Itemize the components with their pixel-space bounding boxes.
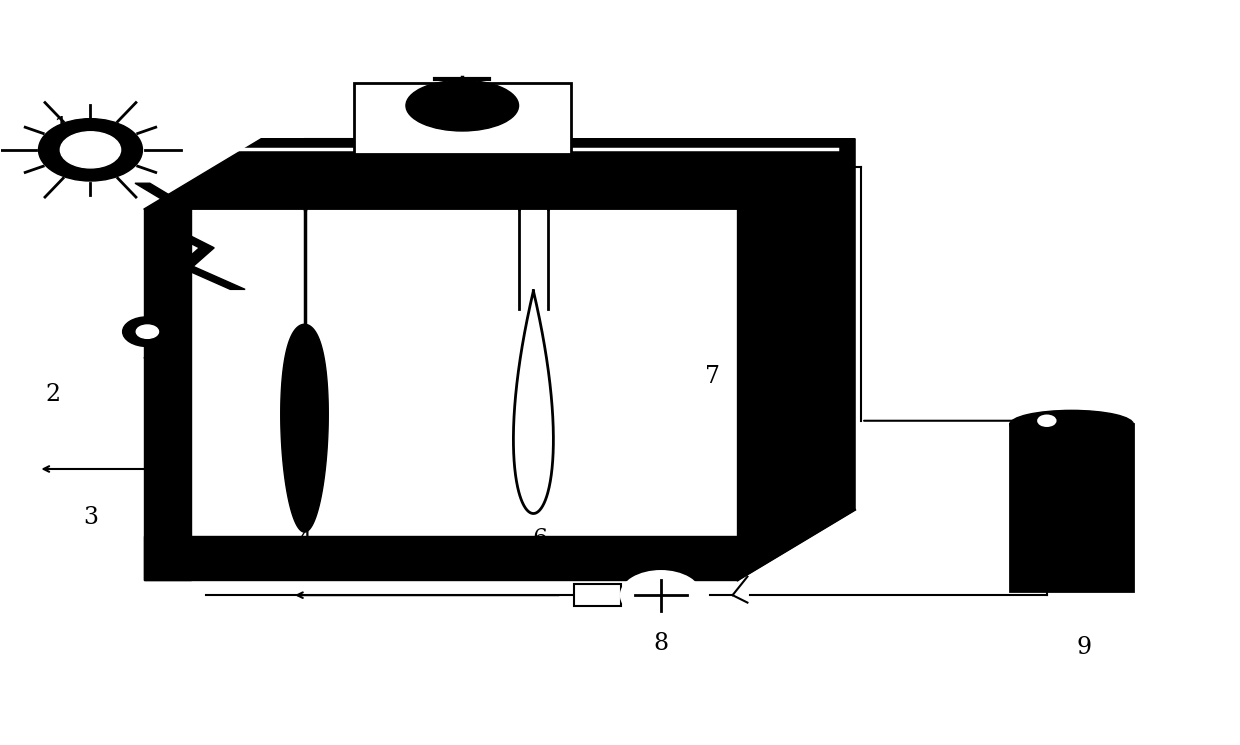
Polygon shape xyxy=(144,209,191,580)
Polygon shape xyxy=(144,139,856,209)
Polygon shape xyxy=(280,324,329,532)
Text: 8: 8 xyxy=(653,632,668,655)
Circle shape xyxy=(61,132,120,168)
Circle shape xyxy=(1087,416,1105,426)
Circle shape xyxy=(123,317,172,346)
Circle shape xyxy=(1038,416,1055,426)
Polygon shape xyxy=(738,139,856,580)
Text: 1: 1 xyxy=(53,116,68,139)
Circle shape xyxy=(621,571,701,619)
Text: 3: 3 xyxy=(83,506,98,529)
Circle shape xyxy=(38,118,143,181)
Text: 7: 7 xyxy=(706,365,720,387)
Bar xyxy=(353,83,570,153)
Text: 2: 2 xyxy=(46,383,61,406)
Text: 5: 5 xyxy=(433,98,448,121)
Bar xyxy=(1009,425,1133,592)
Text: 9: 9 xyxy=(1076,635,1091,659)
Circle shape xyxy=(136,325,159,338)
Bar xyxy=(574,584,621,606)
Polygon shape xyxy=(144,536,738,580)
Text: 4: 4 xyxy=(296,528,312,551)
Ellipse shape xyxy=(1009,410,1133,439)
Polygon shape xyxy=(135,183,246,289)
Ellipse shape xyxy=(405,80,518,131)
Text: 6: 6 xyxy=(532,528,547,551)
